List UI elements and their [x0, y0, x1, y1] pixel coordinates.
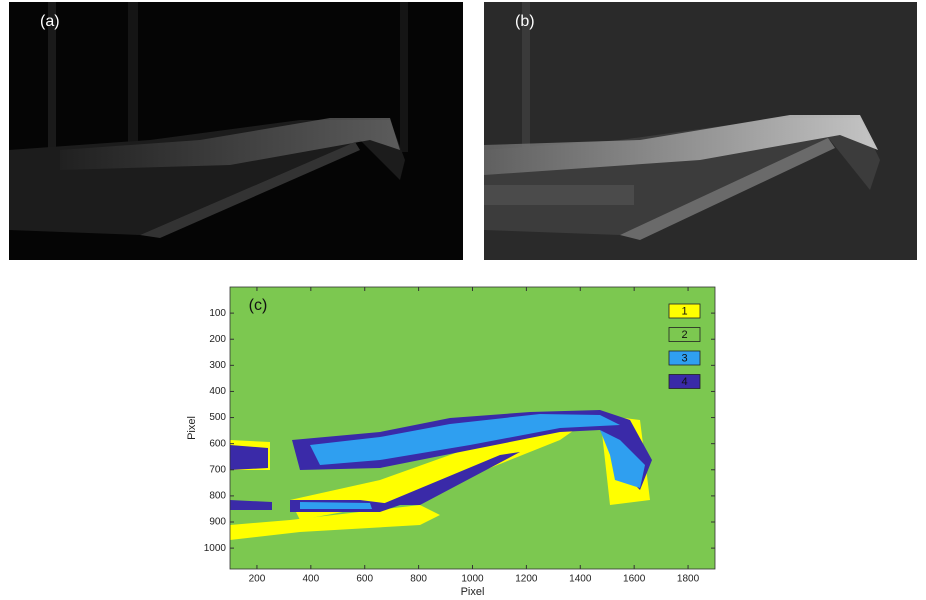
legend-label: 4 — [681, 376, 687, 388]
x-tick-label: 1000 — [461, 574, 484, 585]
panel-label: (b) — [515, 13, 535, 30]
x-tick-label: 200 — [249, 574, 266, 585]
y-tick-label: 900 — [209, 517, 226, 528]
x-tick-label: 1800 — [677, 574, 700, 585]
y-tick-label: 600 — [209, 438, 226, 449]
y-tick-label: 200 — [209, 334, 226, 345]
y-axis-label: Pixel — [186, 416, 198, 440]
x-tick-label: 600 — [356, 574, 373, 585]
y-tick-label: 300 — [209, 360, 226, 371]
y-tick-label: 100 — [209, 308, 226, 319]
x-tick-label: 1200 — [515, 574, 538, 585]
region — [300, 502, 372, 509]
page: (a) (b) 20040060080010001200140016001800… — [0, 0, 926, 600]
legend-label: 3 — [681, 352, 687, 364]
y-tick-label: 700 — [209, 464, 226, 475]
x-tick-label: 1400 — [569, 574, 592, 585]
photo-b — [484, 2, 917, 260]
x-tick-label: 800 — [410, 574, 427, 585]
panel-label: (a) — [40, 13, 60, 30]
y-tick-label: 500 — [209, 412, 226, 423]
legend-label: 2 — [681, 329, 687, 341]
y-tick-label: 1000 — [204, 543, 227, 554]
y-tick-label: 800 — [209, 491, 226, 502]
x-axis-label: Pixel — [461, 586, 485, 598]
x-tick-label: 1600 — [623, 574, 646, 585]
photo-a — [9, 2, 463, 260]
y-tick-label: 400 — [209, 386, 226, 397]
x-tick-label: 400 — [302, 574, 319, 585]
figure: (a) (b) 20040060080010001200140016001800… — [0, 0, 926, 600]
legend-label: 1 — [681, 305, 687, 317]
panel-label: (c) — [249, 297, 268, 314]
region — [230, 445, 268, 470]
